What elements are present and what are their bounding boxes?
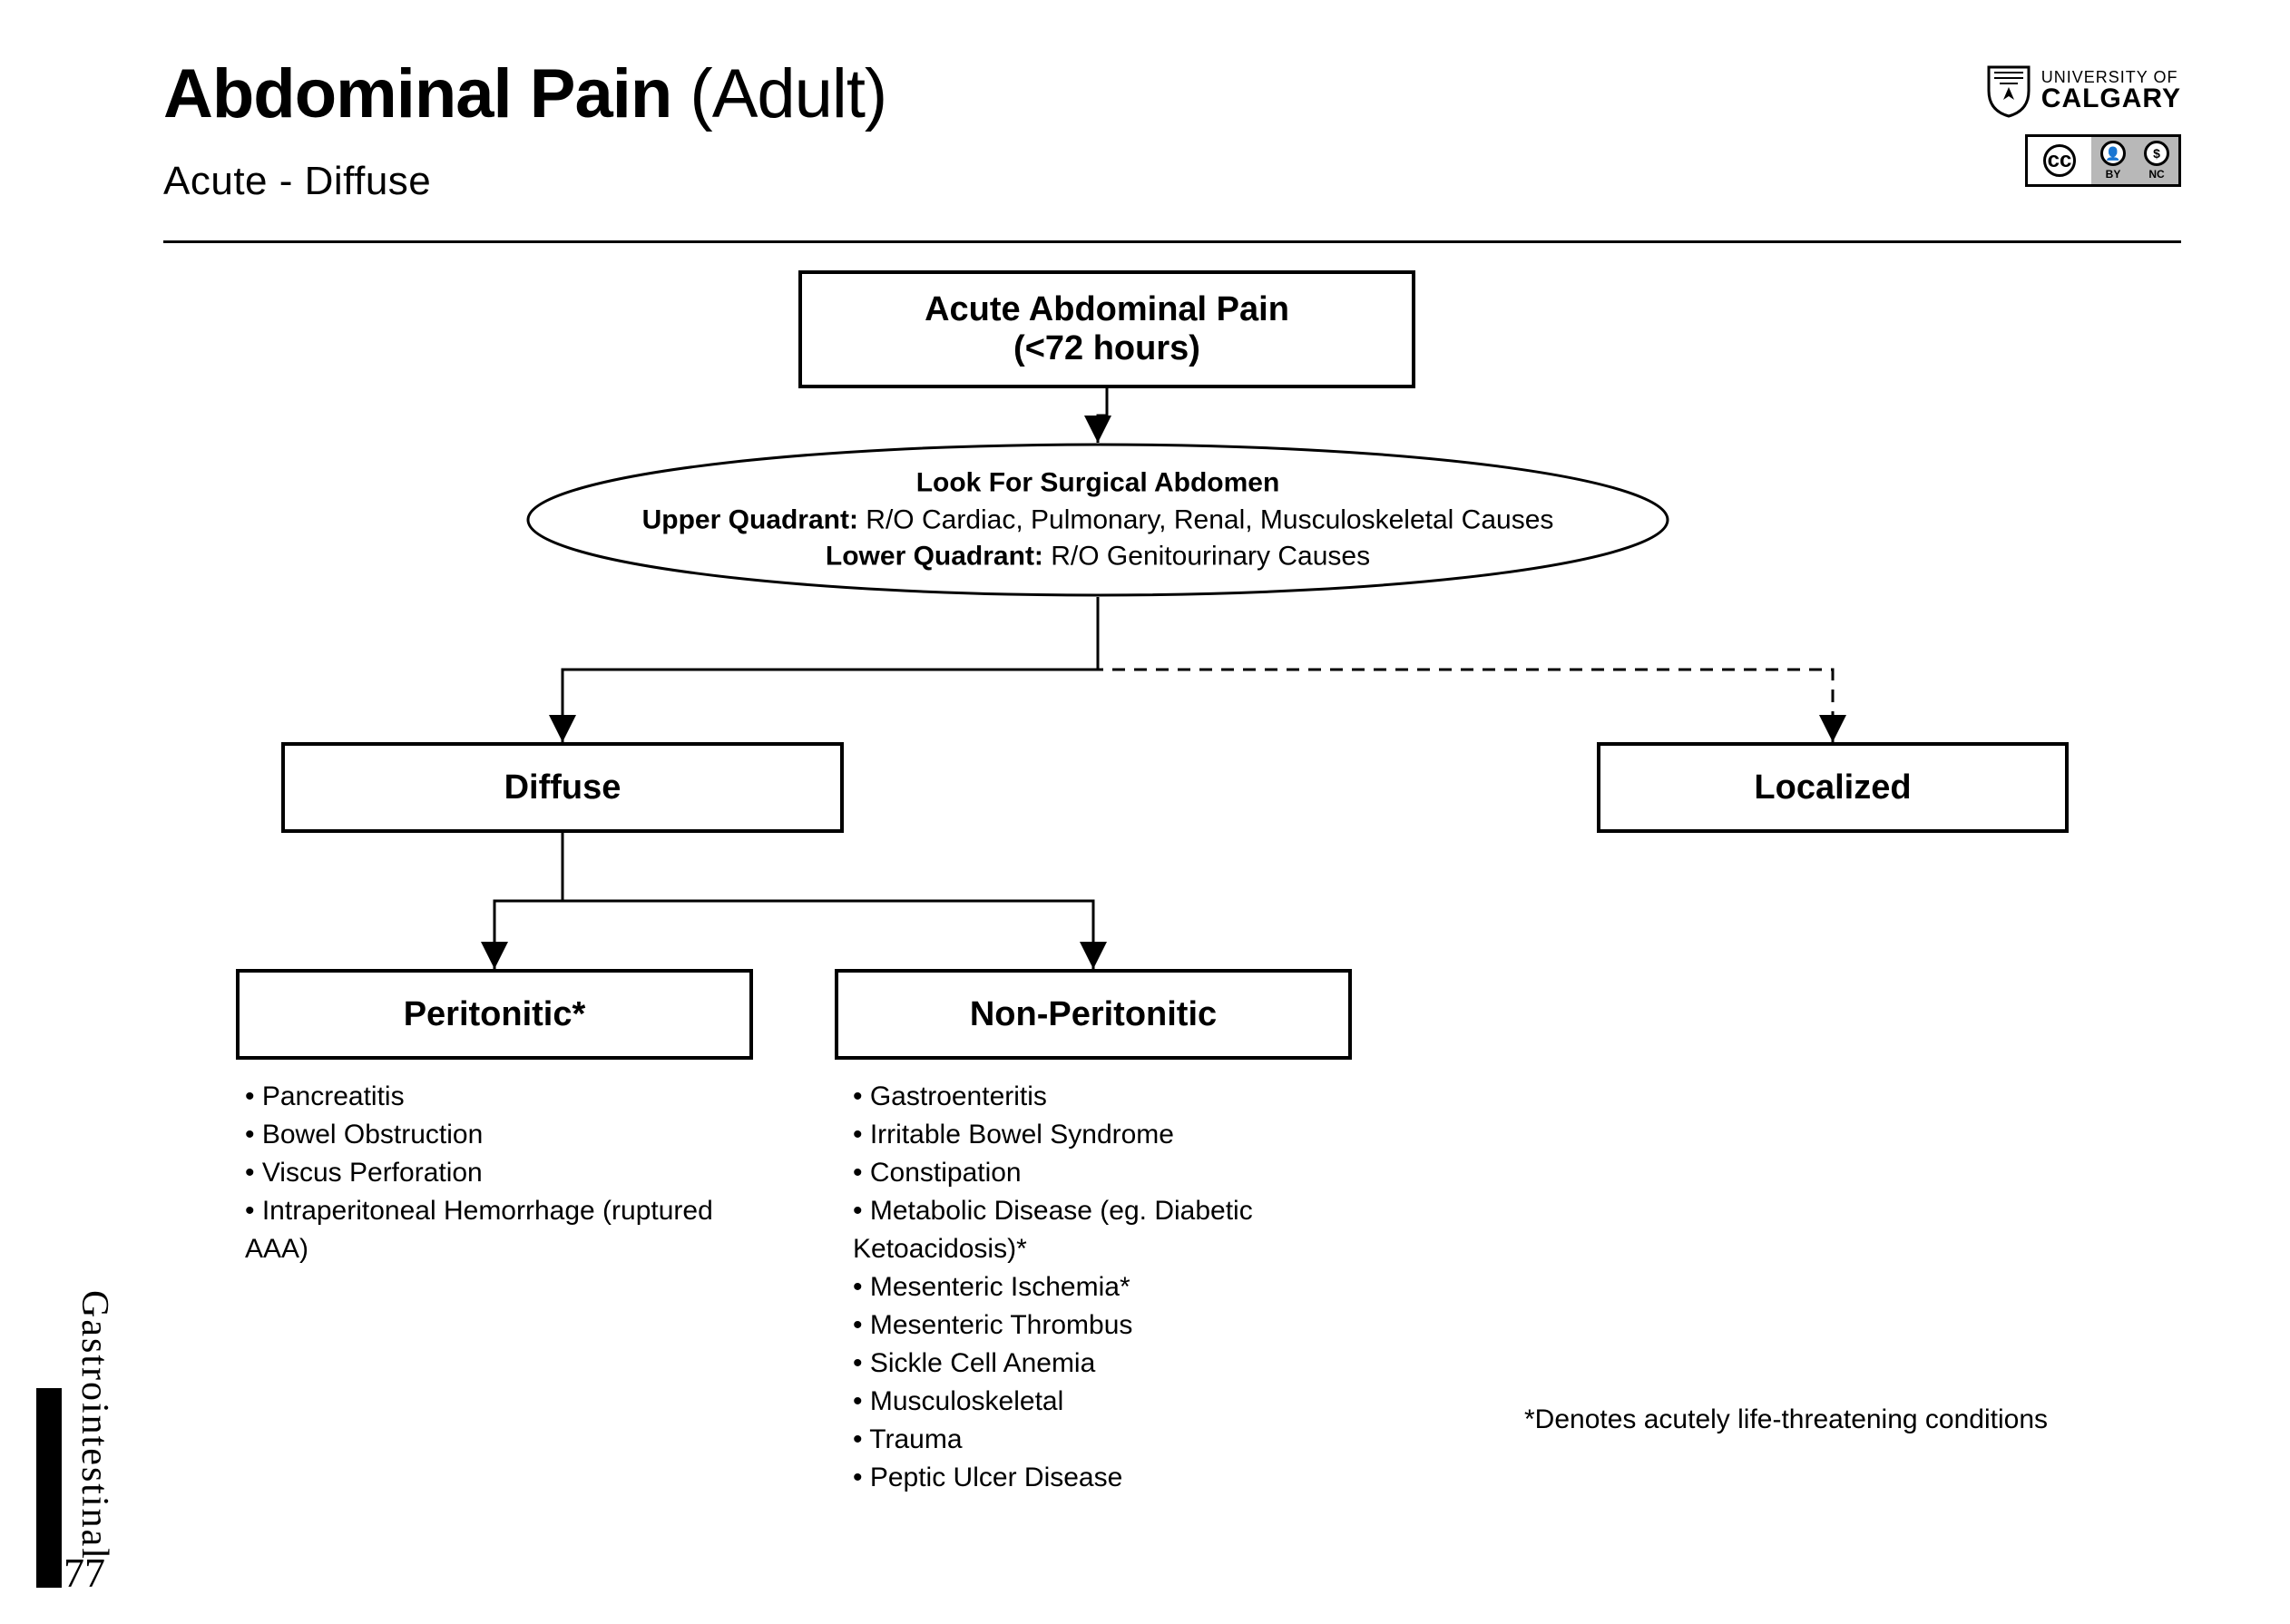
flow-node-root: Acute Abdominal Pain(<72 hours) [798, 270, 1415, 388]
title-light: (Adult) [671, 55, 886, 132]
flow-node-nonperitonitic: Non-Peritonitic [835, 969, 1352, 1060]
flowchart-area: Acute Abdominal Pain(<72 hours) Look For … [163, 243, 2181, 1441]
cc-attrs: 👤 BY $ NC [2091, 137, 2178, 184]
list-item: Sickle Cell Anemia [853, 1345, 1361, 1383]
shield-icon [1985, 64, 2032, 118]
logo-stack: UNIVERSITY OF CALGARY cc 👤 BY $ NC [1985, 54, 2181, 187]
bullet-list-nonperitonitic: GastroenteritisIrritable Bowel SyndromeC… [853, 1078, 1361, 1497]
cc-icon: cc [2028, 137, 2091, 184]
list-item: Gastroenteritis [853, 1078, 1361, 1116]
university-logo: UNIVERSITY OF CALGARY [1985, 64, 2181, 118]
list-item: Metabolic Disease (eg. Diabetic Ketoacid… [853, 1192, 1361, 1268]
footnote: *Denotes acutely life-threatening condit… [1524, 1404, 2048, 1435]
title-block: Abdominal Pain (Adult) Acute - Diffuse [163, 54, 1985, 204]
header: Abdominal Pain (Adult) Acute - Diffuse U… [163, 54, 2181, 204]
page-number: 77 [64, 1549, 105, 1597]
list-item: Mesenteric Ischemia* [853, 1268, 1361, 1306]
list-item: Irritable Bowel Syndrome [853, 1116, 1361, 1154]
flow-node-localized: Localized [1597, 742, 2069, 833]
page-container: Abdominal Pain (Adult) Acute - Diffuse U… [163, 54, 2181, 1588]
title-bold: Abdominal Pain [163, 55, 671, 132]
list-item: Bowel Obstruction [245, 1116, 753, 1154]
list-item: Viscus Perforation [245, 1154, 753, 1192]
list-item: Constipation [853, 1154, 1361, 1192]
cc-nc-icon: $ NC [2135, 137, 2178, 184]
list-item: Peptic Ulcer Disease [853, 1459, 1361, 1497]
list-item: Mesenteric Thrombus [853, 1306, 1361, 1345]
flow-node-diffuse: Diffuse [281, 742, 844, 833]
institution-bottom: CALGARY [2041, 85, 2181, 113]
flow-node-peritonitic: Peritonitic* [236, 969, 753, 1060]
category-label: Gastrointestinal [73, 1290, 116, 1560]
side-accent-bar [36, 1388, 62, 1588]
list-item: Musculoskeletal [853, 1383, 1361, 1421]
page-subtitle: Acute - Diffuse [163, 159, 1985, 204]
university-text: UNIVERSITY OF CALGARY [2041, 69, 2181, 113]
list-item: Pancreatitis [245, 1078, 753, 1116]
bullet-list-peritonitic: PancreatitisBowel ObstructionViscus Perf… [245, 1078, 753, 1268]
list-item: Intraperitoneal Hemorrhage (ruptured AAA… [245, 1192, 753, 1268]
page-title: Abdominal Pain (Adult) [163, 54, 1985, 133]
flow-node-assess: Look For Surgical AbdomenUpper Quadrant:… [526, 443, 1669, 597]
list-item: Trauma [853, 1421, 1361, 1459]
cc-by-icon: 👤 BY [2091, 137, 2135, 184]
cc-license-badge: cc 👤 BY $ NC [2025, 134, 2181, 187]
